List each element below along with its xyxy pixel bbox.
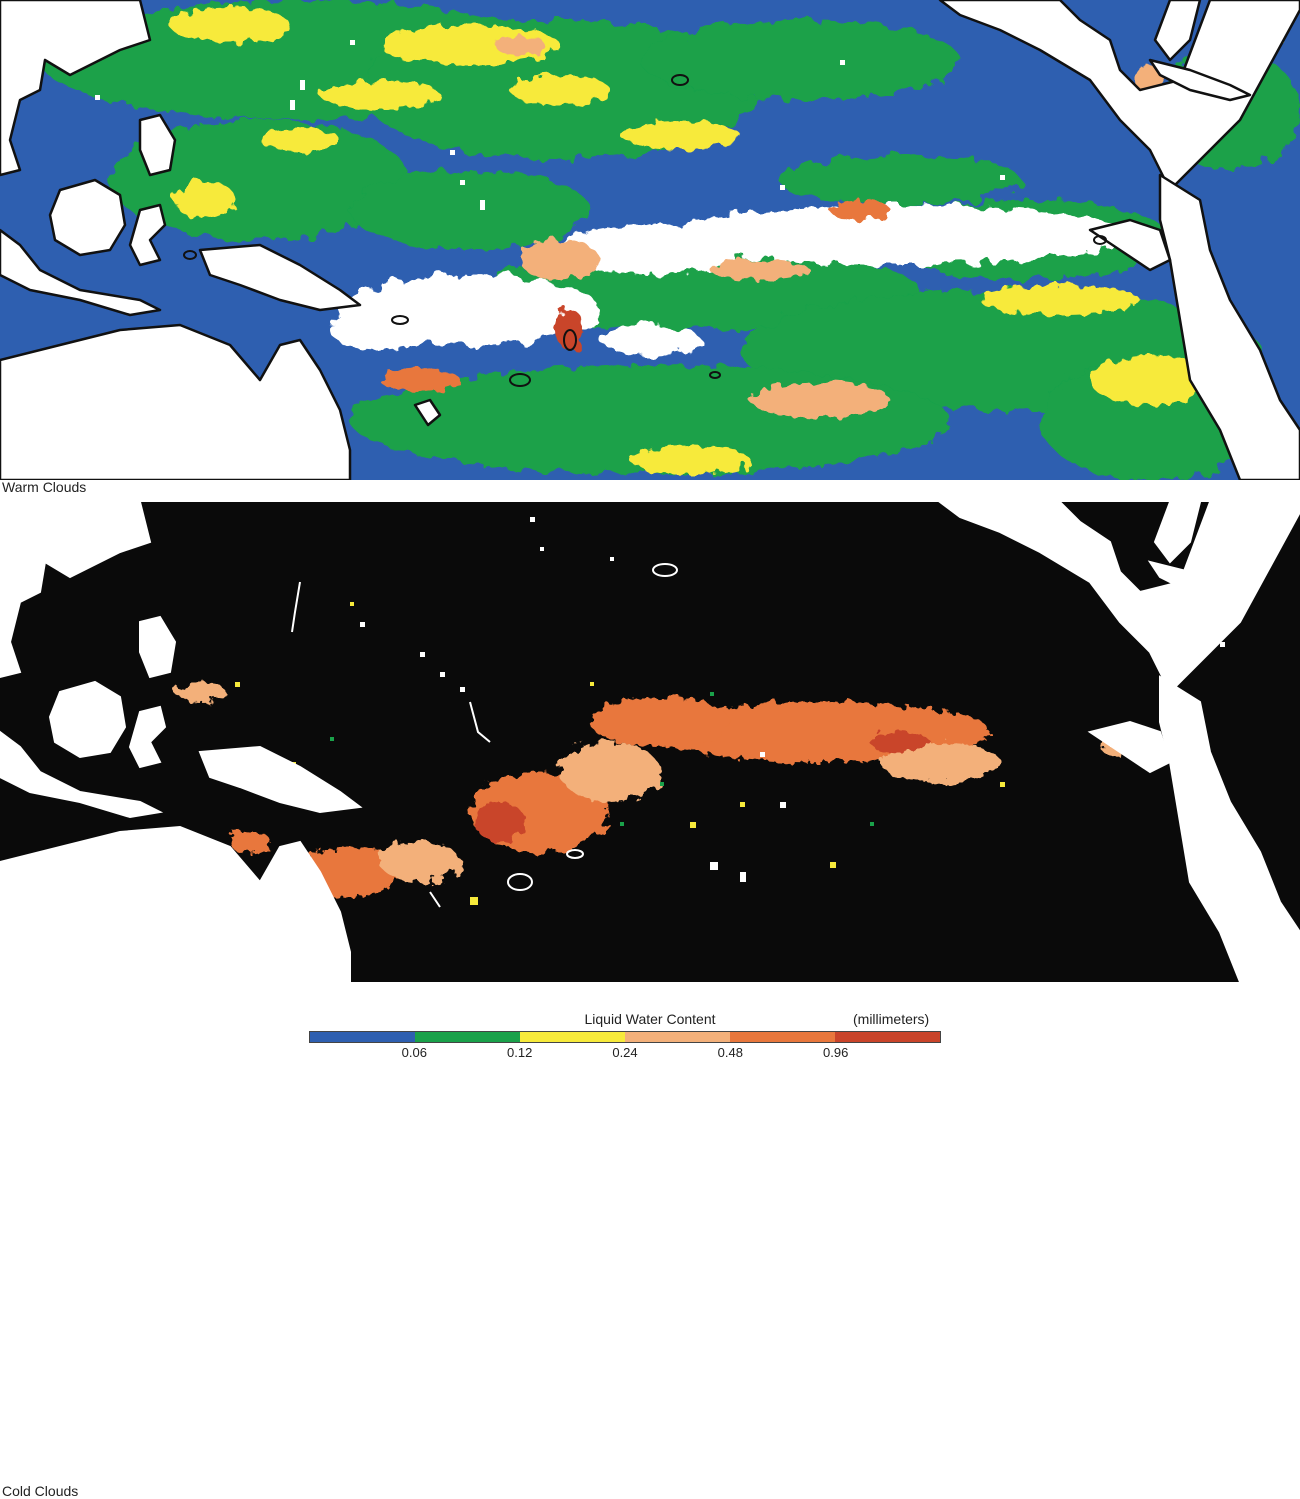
warm-island-outlines: [183, 74, 1107, 387]
legend-units: (millimeters): [853, 1011, 930, 1027]
cold-clouds-label: Cold Clouds: [2, 1483, 79, 1499]
cold-cloud-green-pixels: [330, 692, 874, 826]
warm-land-masses: [0, 0, 1300, 480]
cold-island-outlines: [291, 563, 678, 908]
cold-clouds-map-canvas: [0, 502, 1300, 982]
legend-title: Liquid Water Content: [584, 1011, 716, 1027]
warm-clouds-map-canvas: [0, 0, 1300, 480]
warm-cloud-white-band: [330, 205, 1130, 355]
warm-cloud-orange-areas: [380, 35, 1165, 418]
scale-tick-label: 0.96: [823, 1045, 849, 1060]
color-swatch-0: [310, 1032, 415, 1042]
warm-scattered-pixels: [95, 40, 1005, 235]
color-swatch-4: [730, 1032, 835, 1042]
color-swatch-5: [835, 1032, 940, 1042]
cold-scattered-pixels: [360, 517, 1275, 882]
scale-tick-label: 0.12: [507, 1045, 533, 1060]
cold-clouds-map: Cold Clouds: [0, 502, 1300, 1499]
color-swatch-3: [625, 1032, 730, 1042]
warm-clouds-map: Warm Clouds: [0, 0, 1300, 495]
scale-tick-label: 0.06: [401, 1045, 427, 1060]
color-swatch-2: [520, 1032, 625, 1042]
warm-clouds-label: Warm Clouds: [2, 479, 87, 495]
scale-tick-label: 0.24: [612, 1045, 638, 1060]
cold-land-masses: [0, 502, 1300, 982]
scale-tick-label: 0.48: [717, 1045, 743, 1060]
color-scale-bar: [309, 1031, 941, 1043]
color-swatch-1: [415, 1032, 520, 1042]
